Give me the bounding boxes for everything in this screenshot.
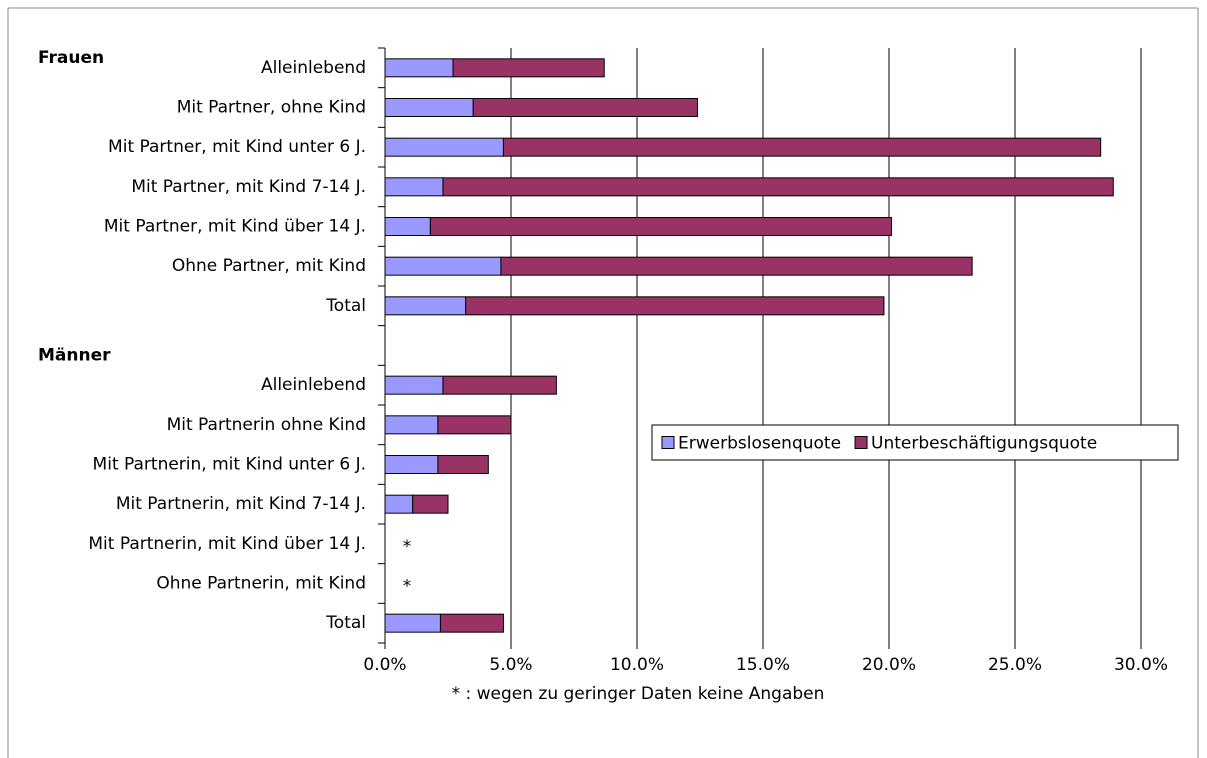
- y-tick-label: Ohne Partner, mit Kind: [172, 256, 366, 276]
- y-tick-label: Ohne Partnerin, mit Kind: [156, 574, 366, 594]
- bar: [500, 256, 973, 276]
- missing-marker: *: [403, 537, 412, 557]
- y-tick-label: Alleinlebend: [261, 375, 366, 395]
- y-tick-label: Mit Partnerin, mit Kind über 14 J.: [88, 534, 366, 554]
- bar: [442, 177, 1114, 197]
- legend-box: [651, 424, 1179, 461]
- bar: [384, 455, 439, 474]
- bar: [384, 415, 439, 435]
- group-label: Männer: [38, 346, 111, 366]
- bar: [384, 613, 441, 633]
- x-tick-label: 15.0%: [736, 655, 790, 675]
- bar: [384, 58, 454, 78]
- bar: [384, 217, 431, 236]
- y-tick-label: Total: [325, 296, 366, 316]
- legend-label: Erwerbslosenquote: [678, 434, 841, 454]
- x-tick-label: 0.0%: [363, 655, 406, 675]
- bar: [452, 58, 605, 78]
- y-tick-label: Mit Partnerin, mit Kind unter 6 J.: [93, 455, 366, 475]
- y-tick-label: Mit Partner, mit Kind über 14 J.: [104, 217, 366, 237]
- group-label: Frauen: [38, 48, 104, 68]
- footnote: * : wegen zu geringer Daten keine Angabe…: [452, 684, 825, 704]
- bar: [384, 494, 414, 514]
- y-tick-label: Alleinlebend: [261, 58, 366, 78]
- bar: [437, 415, 512, 435]
- bar: [472, 98, 698, 117]
- y-tick-label: Total: [325, 613, 366, 633]
- bar: [437, 455, 489, 474]
- bar: [439, 613, 504, 633]
- bar: [429, 217, 893, 236]
- y-tick-label: Mit Partner, mit Kind unter 6 J.: [108, 137, 366, 157]
- x-tick-label: 25.0%: [988, 655, 1042, 675]
- legend-swatch: [661, 436, 675, 449]
- bar: [442, 375, 557, 395]
- bar: [384, 98, 474, 117]
- bar: [384, 375, 444, 395]
- x-tick-label: 30.0%: [1114, 655, 1168, 675]
- y-tick-label: Mit Partnerin ohne Kind: [167, 415, 366, 435]
- legend-label: Unterbeschäftigungsquote: [871, 434, 1097, 454]
- x-tick-label: 10.0%: [610, 655, 664, 675]
- bar: [465, 296, 885, 316]
- bar: [502, 137, 1102, 157]
- legend-swatch: [854, 436, 868, 449]
- y-tick-label: Mit Partnerin, mit Kind 7-14 J.: [116, 494, 366, 514]
- x-tick-label: 5.0%: [489, 655, 532, 675]
- y-tick-label: Mit Partner, ohne Kind: [177, 98, 366, 118]
- y-tick-label: Mit Partner, mit Kind 7-14 J.: [131, 177, 366, 197]
- x-tick-label: 20.0%: [862, 655, 916, 675]
- bar: [384, 256, 502, 276]
- bar: [384, 137, 504, 157]
- missing-marker: *: [403, 577, 412, 597]
- bar: [384, 177, 444, 197]
- bar: [412, 494, 449, 514]
- bar: [384, 296, 467, 316]
